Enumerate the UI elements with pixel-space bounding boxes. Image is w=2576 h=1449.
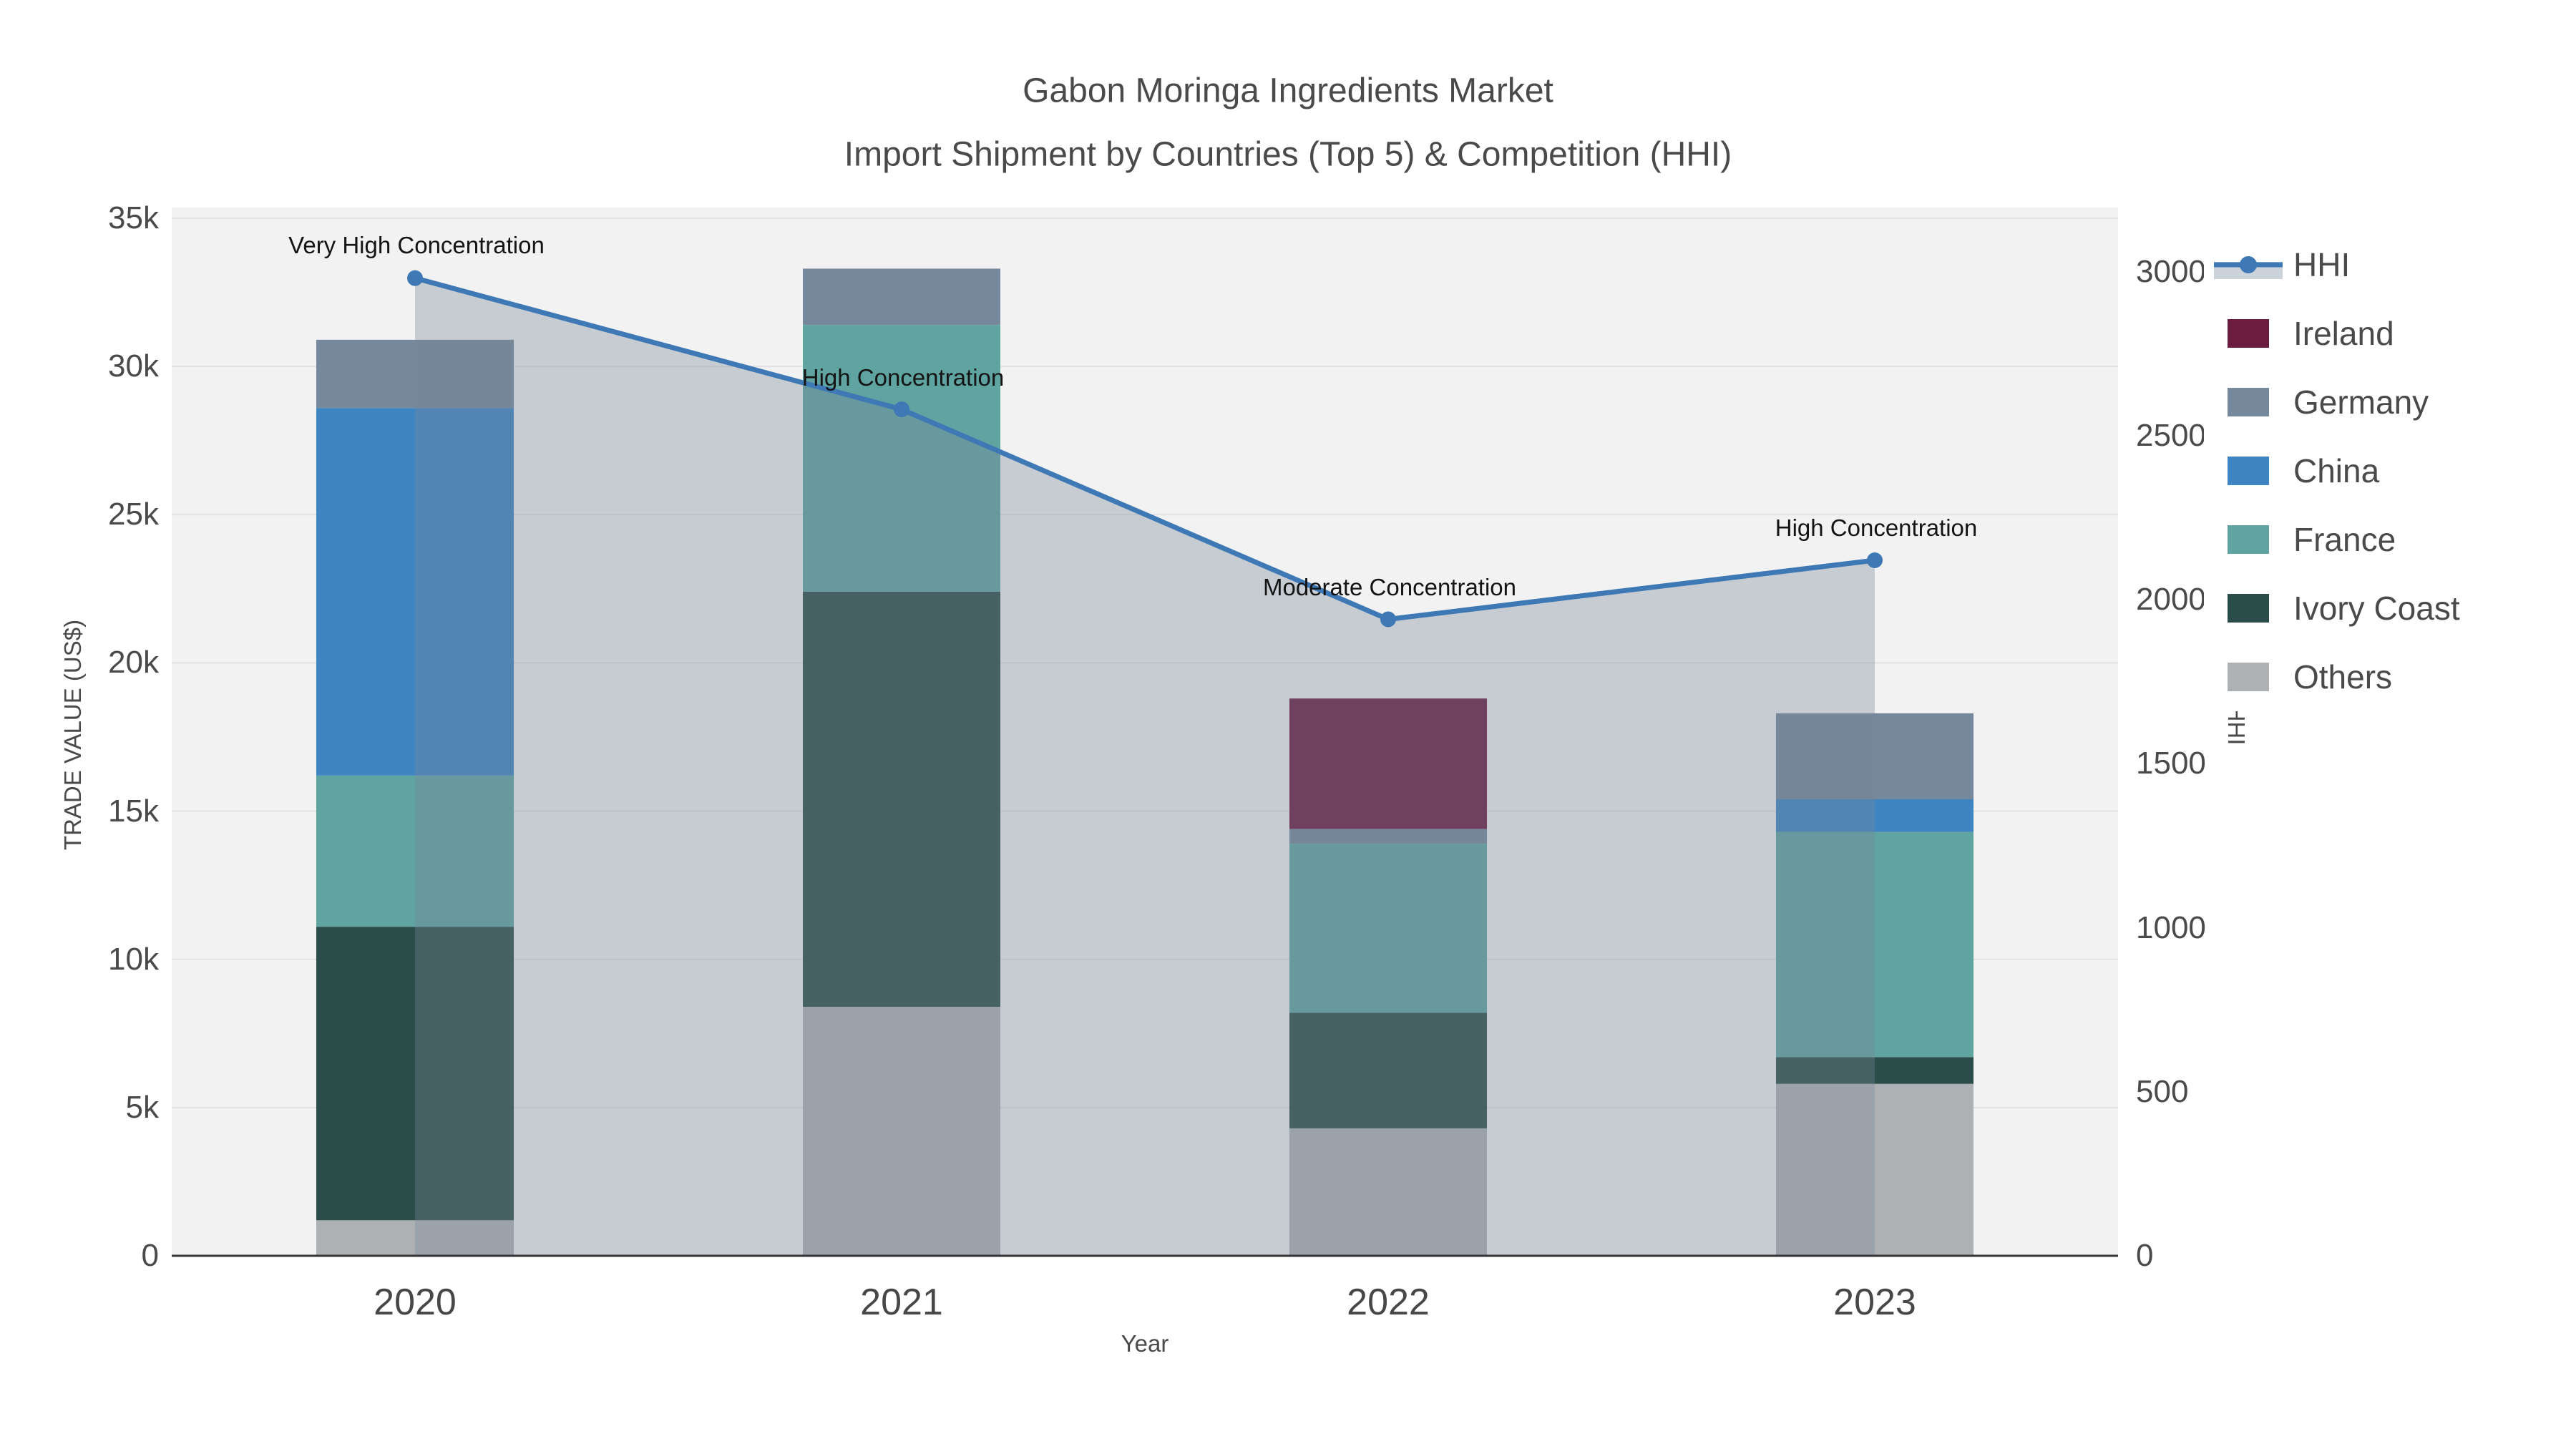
ivory-coast-color-swatch <box>2228 594 2269 623</box>
hhi-line <box>414 275 1875 623</box>
bar-segment-ireland-2022[interactable] <box>1289 698 1487 829</box>
y-right-tick-0: 0 <box>2136 1238 2154 1273</box>
ireland-color-swatch <box>2228 319 2269 348</box>
hhi-marker-dot-icon <box>2240 256 2257 273</box>
legend-label: Ireland <box>2293 315 2394 352</box>
y-right-tick-500: 500 <box>2136 1074 2189 1109</box>
bar-segment-china-2023[interactable] <box>1776 799 1974 832</box>
bar-segment-germany-2022[interactable] <box>1289 829 1487 844</box>
bar-segment-germany-2021[interactable] <box>803 268 1000 326</box>
y-left-tick-10k: 10k <box>108 942 159 977</box>
hhi-marker-2021[interactable] <box>894 401 909 418</box>
hhi-line-icon <box>2214 230 2283 299</box>
y-left-tick-30k: 30k <box>108 348 159 384</box>
bar-segment-ivory-coast-2023[interactable] <box>1776 1057 1974 1084</box>
y-left-axis-title: TRADE VALUE (US$) <box>59 619 86 851</box>
legend-item-hhi[interactable]: HHI <box>2204 230 2575 299</box>
y-right-tick-1000: 1000 <box>2136 910 2206 945</box>
y-right-tick-3000: 3000 <box>2136 254 2206 289</box>
bar-segment-france-2020[interactable] <box>316 775 514 927</box>
chart-title-line2: Import Shipment by Countries (Top 5) & C… <box>844 135 1732 174</box>
y-left-tick-15k: 15k <box>108 794 159 829</box>
bar-segment-germany-2023[interactable] <box>1776 713 1974 799</box>
legend-item-germany[interactable]: Germany <box>2204 368 2575 436</box>
bar-segment-china-2020[interactable] <box>316 408 514 776</box>
legend: HHI Ireland Germany China France Ivory C… <box>2204 215 2575 711</box>
y-left-tick-0: 0 <box>141 1238 159 1273</box>
annotation-2023: High Concentration <box>1775 514 1978 541</box>
hhi-marker-2023[interactable] <box>1867 552 1883 568</box>
chart-title-line1: Gabon Moringa Ingredients Market <box>1023 72 1553 110</box>
bar-segment-ivory-coast-2022[interactable] <box>1289 1013 1487 1128</box>
y-right-tick-1500: 1500 <box>2136 746 2206 781</box>
legend-item-china[interactable]: China <box>2204 436 2575 505</box>
bar-segment-others-2022[interactable] <box>1289 1128 1487 1256</box>
bar-segment-others-2021[interactable] <box>803 1007 1000 1256</box>
annotation-2021: High Concentration <box>801 364 1005 391</box>
bar-segment-ivory-coast-2020[interactable] <box>316 927 514 1221</box>
bar-segment-france-2022[interactable] <box>1289 844 1487 1013</box>
germany-color-swatch <box>2228 388 2269 416</box>
x-tick-2022: 2022 <box>1347 1282 1430 1323</box>
others-color-swatch <box>2228 663 2269 691</box>
x-axis-title: Year <box>1121 1330 1169 1357</box>
annotation-2020: Very High Concentration <box>288 232 545 258</box>
y-right-tick-2000: 2000 <box>2136 582 2206 617</box>
bar-segment-ivory-coast-2021[interactable] <box>803 592 1000 1007</box>
legend-label: Others <box>2293 658 2393 696</box>
legend-label: HHI <box>2293 246 2351 283</box>
x-tick-2020: 2020 <box>374 1282 457 1323</box>
bar-segment-others-2020[interactable] <box>316 1220 514 1256</box>
france-color-swatch <box>2228 525 2269 554</box>
y-left-tick-35k: 35k <box>108 200 159 235</box>
y-left-tick-5k: 5k <box>125 1090 159 1125</box>
china-color-swatch <box>2228 457 2269 485</box>
hhi-marker-2022[interactable] <box>1380 611 1396 628</box>
y-left-tick-20k: 20k <box>108 645 159 680</box>
legend-label: Germany <box>2293 384 2429 421</box>
legend-item-ireland[interactable]: Ireland <box>2204 299 2575 368</box>
legend-label: France <box>2293 521 2396 558</box>
x-tick-2023: 2023 <box>1833 1282 1916 1323</box>
bar-segment-france-2023[interactable] <box>1776 831 1974 1058</box>
y-left-tick-25k: 25k <box>108 497 159 532</box>
bar-segment-france-2021[interactable] <box>803 325 1000 592</box>
legend-item-ivory-coast[interactable]: Ivory Coast <box>2204 574 2575 643</box>
legend-label: China <box>2293 452 2380 489</box>
x-tick-2021: 2021 <box>860 1282 943 1323</box>
legend-item-france[interactable]: France <box>2204 505 2575 574</box>
y-right-tick-2500: 2500 <box>2136 418 2206 453</box>
bar-segment-others-2023[interactable] <box>1776 1083 1974 1256</box>
legend-label: Ivory Coast <box>2293 590 2460 627</box>
legend-item-others[interactable]: Others <box>2204 643 2575 711</box>
hhi-marker-2020[interactable] <box>407 270 423 286</box>
annotation-2022: Moderate Concentration <box>1262 574 1517 600</box>
hhi-area-fill <box>415 278 1875 1256</box>
bar-segment-germany-2020[interactable] <box>316 339 514 409</box>
